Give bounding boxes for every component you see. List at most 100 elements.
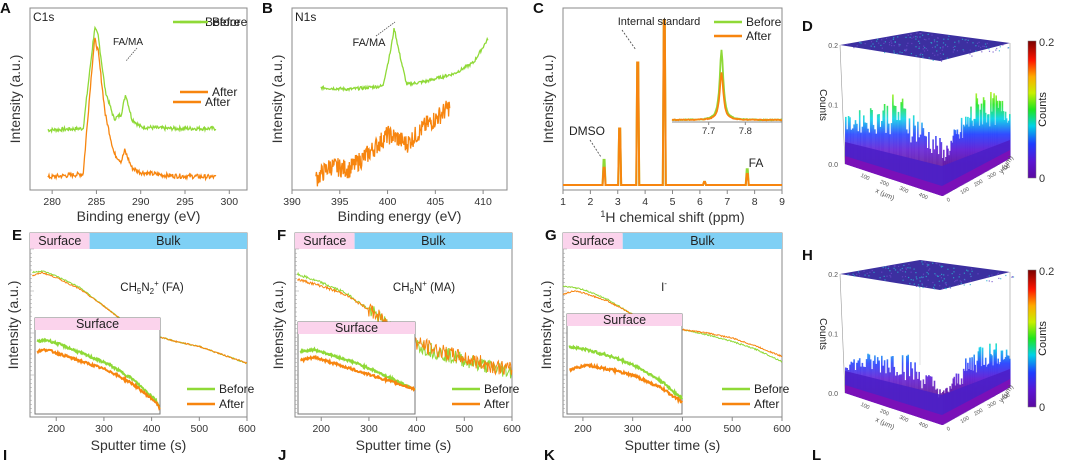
projection-speck [876, 40, 878, 42]
surface-spike [845, 116, 847, 164]
y-axis-label: Intensity (a.u.) [270, 281, 286, 370]
inset: Surface [34, 317, 161, 415]
projection-speck [919, 33, 921, 35]
projection-speck [967, 39, 969, 41]
panel-B: B N1s 390 395 400 405 410 Binding energy (eV) In… [180, 0, 508, 224]
x-tick-label: 600 [503, 423, 521, 435]
surface-spike [1005, 349, 1008, 390]
projection-speck [953, 267, 955, 269]
x-axis-label: Sputter time (s) [91, 437, 187, 453]
projection-speck [898, 45, 900, 47]
surface-spike [854, 120, 857, 168]
projection-speck [963, 50, 965, 52]
panel-G: G Surface Bulk 200 300 400 500 600 Sputter time … [538, 227, 791, 453]
projection-speck [910, 33, 912, 35]
panel-label: B [262, 0, 273, 17]
surface-spike [896, 120, 898, 181]
projection-speck [933, 39, 936, 41]
surface-spike [901, 355, 904, 412]
species-label: CH5N2+ (FA) [120, 279, 184, 296]
projection-speck [893, 265, 895, 267]
projection-speck [931, 34, 933, 36]
projection-speck [975, 45, 977, 47]
projection-speck [925, 275, 927, 278]
legend-label-after: After [484, 397, 509, 411]
surface-spike [912, 115, 915, 187]
projection-speck [939, 47, 941, 49]
projection-speck [999, 46, 1001, 48]
surface-spike [953, 129, 956, 190]
series-line-after [315, 100, 451, 187]
surface-spike [992, 98, 994, 168]
projection-speck [998, 50, 1000, 52]
surface-spike [1007, 120, 1010, 160]
surface-spike [988, 114, 990, 171]
projection-speck [927, 279, 929, 281]
projection-speck [926, 271, 928, 274]
projection-speck [890, 276, 892, 278]
projection-speck [940, 57, 942, 60]
projection-speck [963, 284, 965, 286]
projection-speck [915, 36, 917, 38]
projection-speck [936, 50, 938, 52]
projection-speck [907, 267, 909, 269]
projection-speck [921, 261, 923, 263]
projection-speck [904, 271, 907, 273]
projection-speck [915, 55, 917, 57]
projection-speck [970, 276, 972, 278]
projection-speck [922, 286, 924, 289]
projection-speck [932, 281, 934, 284]
surface-spike [978, 347, 981, 405]
projection-speck [873, 271, 875, 273]
projection-speck [1008, 47, 1010, 49]
x-tick-label: 2 [587, 196, 593, 208]
projection-speck [978, 45, 980, 47]
projection-speck [934, 273, 936, 275]
x-tick-label: 4 [642, 196, 648, 208]
projection-speck [958, 40, 960, 42]
projection-speck [932, 59, 934, 61]
projection-speck [942, 42, 945, 44]
x-axis-label: x (μm) [874, 416, 895, 431]
projection-speck [930, 42, 932, 44]
projection-speck [877, 38, 879, 40]
y-axis-label: Intensity (a.u.) [5, 281, 21, 370]
surface-spike [979, 346, 982, 404]
projection-speck [936, 41, 938, 43]
projection-speck [860, 42, 862, 44]
projection-speck [944, 282, 946, 284]
projection-speck [869, 48, 871, 51]
surface-spike [899, 120, 901, 182]
surface-spike [975, 93, 978, 178]
projection-speck [928, 38, 930, 40]
surface-spike [847, 116, 850, 165]
surface-spike [977, 104, 980, 177]
annotation-arrow [589, 139, 602, 158]
surface-spike [906, 129, 908, 185]
projection-speck [885, 266, 887, 268]
annotation-arrow [621, 29, 637, 51]
projection-speck [893, 45, 895, 47]
projection-speck [928, 269, 930, 271]
inset: Surface [566, 313, 683, 415]
projection-speck [927, 33, 929, 35]
projection-speck [954, 45, 956, 48]
series-line-before [320, 27, 489, 93]
projection-speck [920, 276, 923, 278]
projection-speck [948, 35, 950, 37]
projection-speck [981, 51, 983, 53]
projection-speck [925, 48, 927, 50]
surface-spike [878, 114, 880, 175]
projection-speck [935, 274, 937, 276]
projection-speck [913, 283, 915, 285]
x-tick-label: 405 [427, 196, 445, 208]
projection-speck [909, 267, 911, 269]
projection-speck [863, 270, 865, 272]
annotation-internal-standard: Internal standard [618, 16, 701, 28]
projection-speck [864, 43, 866, 45]
projection-speck [885, 37, 888, 39]
projection-speck [858, 275, 861, 277]
x-tick-label: 500 [191, 423, 209, 435]
projection-speck [939, 264, 941, 266]
